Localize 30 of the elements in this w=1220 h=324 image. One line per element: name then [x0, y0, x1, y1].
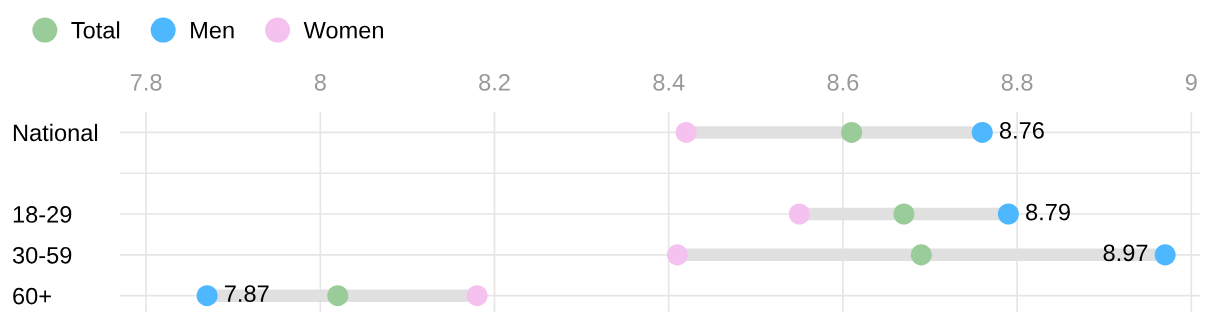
y-tick-label: National	[13, 123, 98, 142]
x-tick-label: 8.2	[479, 73, 510, 91]
x-tick-label: 7.8	[130, 73, 162, 91]
point	[666, 244, 688, 266]
point	[997, 203, 1019, 225]
x-tick-label: 8.8	[1001, 73, 1033, 91]
legend-label: Men	[191, 22, 234, 39]
y-tick-label: 60+	[13, 287, 51, 305]
y-tick-label: 30-59	[12, 246, 72, 264]
y-tick-label: 18-29	[13, 206, 72, 223]
legend-label: Total	[71, 21, 120, 39]
point	[466, 285, 488, 307]
point	[1154, 244, 1176, 266]
data-label: 8.76	[999, 122, 1044, 139]
x-tick-label: 8.4	[653, 73, 685, 91]
legend-label: Women	[303, 22, 383, 39]
point	[841, 121, 863, 143]
point	[675, 121, 697, 143]
point	[196, 285, 218, 307]
x-tick-label: 8	[314, 73, 326, 91]
point	[788, 203, 810, 225]
point	[971, 121, 993, 143]
data-label: 7.87	[224, 285, 269, 303]
point	[910, 244, 932, 266]
x-tick-label: 8.6	[827, 73, 859, 91]
x-tick-label: 9	[1185, 73, 1197, 91]
point	[327, 285, 349, 307]
point	[893, 203, 915, 225]
data-label: 8.79	[1026, 203, 1070, 221]
data-label: 8.97	[1103, 244, 1148, 262]
